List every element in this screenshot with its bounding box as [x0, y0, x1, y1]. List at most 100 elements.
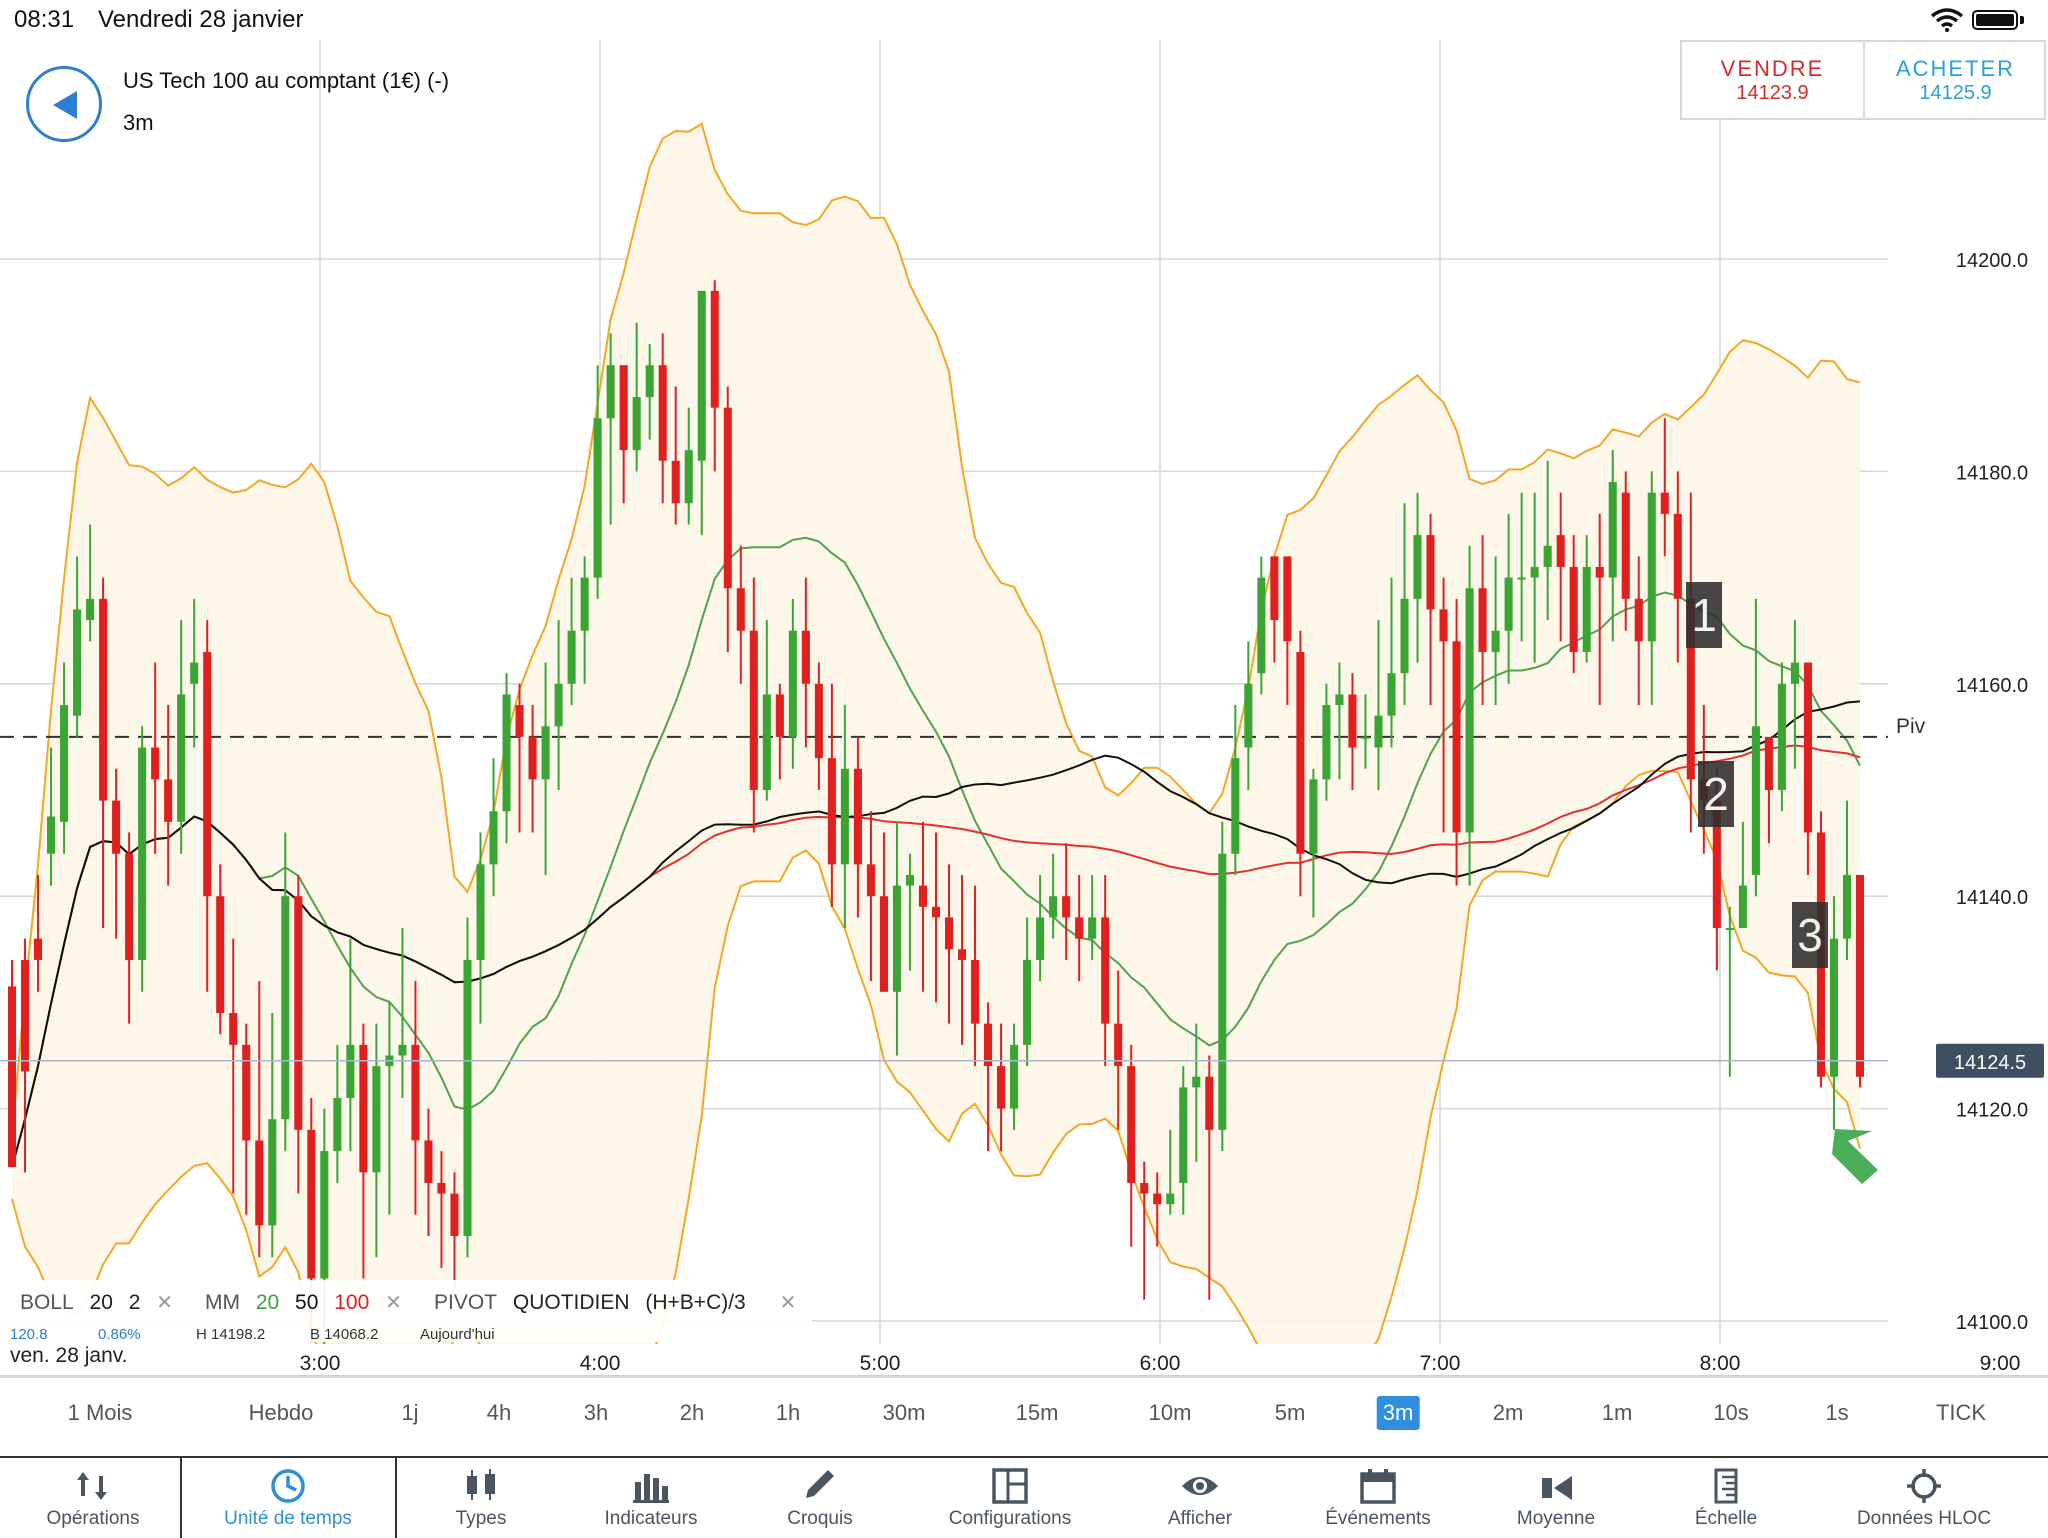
pivot-remove-icon[interactable]: ✕ [779, 1292, 797, 1314]
timeframe-option[interactable]: 2m [1492, 1400, 1524, 1425]
timeframe-option[interactable]: 3h [583, 1400, 609, 1425]
candle-body [1335, 694, 1344, 706]
candle-body [1400, 598, 1409, 674]
back-arrow-icon [53, 91, 77, 119]
candle-body [1010, 1044, 1019, 1109]
timeframe-option[interactable]: Hebdo [248, 1400, 314, 1425]
layout-icon [992, 1468, 1028, 1504]
candle-body [1140, 1182, 1149, 1194]
x-tick-label: 7:00 [1420, 1352, 1461, 1375]
pivot-legend[interactable]: PIVOT QUOTIDIEN (H+B+C)/3 ✕ [434, 1290, 806, 1315]
candle-body [7, 986, 17, 1168]
candle-body [1504, 577, 1513, 631]
candle-body [99, 598, 108, 801]
candle-body [333, 1097, 342, 1152]
timeframe-option[interactable]: 1m [1601, 1400, 1633, 1425]
y-tick-label: 14200.0 [1956, 250, 2028, 272]
y-tick-label: 14180.0 [1956, 462, 2028, 484]
timeframe-option[interactable]: 3m [1376, 1396, 1420, 1430]
candle-body [1374, 715, 1383, 748]
toolbar-calendar[interactable]: Événements [1288, 1458, 1468, 1538]
toolbar-operations[interactable]: Opérations [3, 1458, 183, 1538]
toolbar-crosshair[interactable]: Données HLOC [1834, 1458, 2014, 1538]
candle-body [294, 896, 303, 1130]
toolbar-candlestick[interactable]: Types [391, 1458, 571, 1538]
candle-body [775, 694, 784, 737]
candle-body [1608, 482, 1617, 578]
candle-body [671, 460, 680, 504]
legend-sub-low: B 14068.2 [310, 1326, 379, 1342]
toolbar-layout[interactable]: Configurations [920, 1458, 1100, 1538]
green-arrow-icon [1832, 1129, 1878, 1184]
legend-sub-percent: 0.86% [98, 1326, 141, 1342]
buy-label: ACHETER [1895, 56, 2016, 81]
mm-period-50: 50 [295, 1291, 319, 1314]
candle-body [528, 736, 537, 780]
candle-body [398, 1044, 407, 1056]
candle-body [1777, 683, 1786, 790]
timeframe-option[interactable]: 4h [486, 1400, 512, 1425]
current-price-tag [1936, 1043, 2044, 1078]
price-chart[interactable]: 14100.0 14120.0 14140.0 14160.0 14180.0 14200… [0, 0, 2048, 1376]
toolbar-clock[interactable]: Unité de temps [198, 1458, 378, 1538]
timeframe-option[interactable]: 10s [1713, 1400, 1749, 1425]
candle-body [1634, 598, 1643, 642]
candle-body [502, 694, 511, 812]
timeframe-option[interactable]: 1h [775, 1400, 801, 1425]
pivot-name: PIVOT [434, 1291, 498, 1314]
pencil-icon [806, 1470, 834, 1498]
timeframe-option[interactable]: 1 Mois [67, 1400, 133, 1425]
candle-body [437, 1182, 446, 1194]
x-tick-label: 8:00 [1700, 1352, 1741, 1375]
candle-body [60, 705, 69, 822]
buy-price: 14125.9 [1919, 82, 1992, 104]
candle-body [1543, 545, 1552, 567]
candle-body [1764, 736, 1773, 790]
timeframe-option[interactable]: 2h [679, 1400, 705, 1425]
toolbar-label: Unité de temps [224, 1508, 352, 1529]
candle-body [112, 800, 121, 854]
candle-body [73, 609, 82, 716]
timeframe-option[interactable]: 1j [401, 1400, 419, 1425]
timeframe-option[interactable]: TICK [1935, 1400, 1987, 1425]
bollinger-upper-line [11, 122, 1861, 1136]
candle-body [1244, 683, 1253, 748]
boll-legend[interactable]: BOLL 20 2 ✕ [20, 1290, 183, 1315]
timeframe-option[interactable]: 30m [882, 1400, 926, 1425]
candle-body [1413, 535, 1422, 599]
timeframe-option[interactable]: 1s [1825, 1400, 1849, 1425]
mm-legend[interactable]: MM 20 50 100 ✕ [205, 1290, 412, 1315]
candle-body [619, 365, 628, 451]
candle-body [580, 577, 589, 631]
timeframe-option[interactable]: 10m [1148, 1400, 1192, 1425]
mm-period-100: 100 [334, 1291, 370, 1314]
candle-body [1387, 673, 1396, 716]
buy-button[interactable]: ACHETER 14125.9 [1865, 42, 2046, 118]
toolbar-scale[interactable]: Échelle [1636, 1458, 1816, 1538]
candle-body [515, 705, 524, 737]
toolbar-average[interactable]: Moyenne [1466, 1458, 1646, 1538]
toolbar-bar-chart[interactable]: Indicateurs [561, 1458, 741, 1538]
boll-remove-icon[interactable]: ✕ [156, 1292, 174, 1314]
mm-remove-icon[interactable]: ✕ [385, 1292, 402, 1314]
candle-body [1322, 705, 1331, 780]
candle-body [736, 588, 745, 631]
candle-body [1582, 566, 1591, 652]
candle-body [86, 598, 95, 621]
timeframe-option[interactable]: 5m [1274, 1400, 1306, 1425]
bollinger-band-fill [12, 123, 1860, 1344]
bottom-toolbar: Opérations Unité de temps Types Indicateurs… [0, 1456, 2048, 1538]
sell-button[interactable]: VENDRE 14123.9 [1682, 42, 1865, 118]
toolbar-eye[interactable]: Afficher [1110, 1458, 1290, 1538]
timeframe-label: 3m [123, 110, 154, 135]
candle-body [827, 758, 836, 865]
back-button[interactable] [26, 66, 102, 142]
candle-body [1465, 588, 1474, 833]
candle-body [710, 290, 719, 408]
candle-body [242, 1044, 251, 1141]
candle-body [138, 747, 147, 960]
toolbar-pencil[interactable]: Croquis [730, 1458, 910, 1538]
candle-body [1803, 662, 1812, 833]
timeframe-option[interactable]: 15m [1015, 1400, 1059, 1425]
wifi-icon [1930, 8, 1964, 32]
